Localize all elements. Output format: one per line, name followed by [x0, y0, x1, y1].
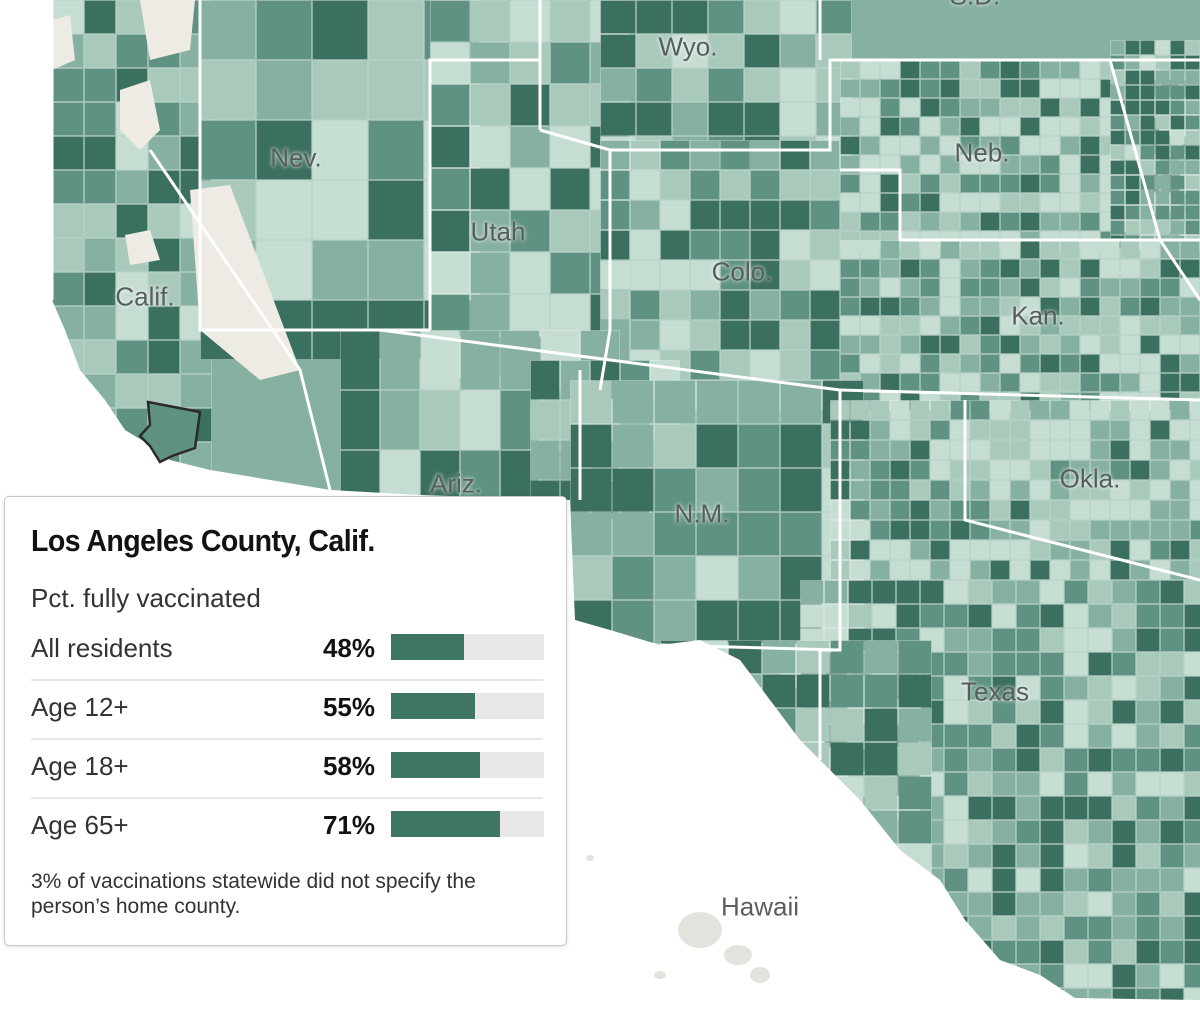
stat-bar-track: [391, 693, 544, 719]
stat-value: 58%: [322, 751, 375, 781]
tooltip-title: Los Angeles County, Calif.: [31, 523, 375, 558]
stat-bar-track: [391, 752, 544, 778]
stat-bar-fill: [391, 752, 480, 778]
stat-label: Age 65+: [31, 810, 129, 840]
county-tooltip: Los Angeles County, Calif. Pct. fully va…: [4, 496, 567, 946]
stat-bar-track: [391, 634, 544, 660]
stat-row-age-65: Age 65+ 71%: [31, 798, 544, 856]
stat-label: All residents: [31, 633, 173, 663]
stat-row-age-12: Age 12+ 55%: [31, 680, 544, 740]
stat-value: 55%: [322, 692, 375, 722]
stat-label: Age 18+: [31, 751, 129, 781]
tooltip-footnote: 3% of vaccinations statewide did not spe…: [31, 870, 476, 918]
stat-bar-fill: [391, 634, 465, 660]
stat-bar-track: [391, 811, 544, 837]
stat-row-age-18: Age 18+ 58%: [31, 739, 544, 799]
stat-bar-fill: [391, 811, 500, 837]
stat-value: 71%: [322, 810, 375, 840]
tooltip-subtitle: Pct. fully vaccinated: [31, 583, 261, 613]
state-border-layer: [50, 0, 1200, 760]
stat-row-all-residents: All residents 48%: [31, 621, 544, 681]
stat-bar-fill: [391, 693, 476, 719]
stat-value: 48%: [322, 633, 375, 663]
highlighted-county-layer: [138, 400, 202, 464]
stat-label: Age 12+: [31, 692, 129, 722]
